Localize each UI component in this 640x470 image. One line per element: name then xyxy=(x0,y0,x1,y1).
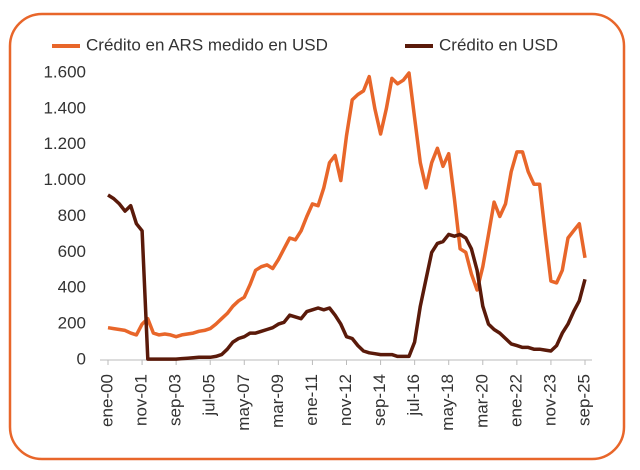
y-tick-label: 200 xyxy=(58,314,86,333)
x-tick-label: sep-03 xyxy=(166,374,185,426)
x-tick-label: ene-00 xyxy=(97,374,116,427)
series-line xyxy=(107,193,587,361)
x-tick-label: jul-05 xyxy=(200,374,219,417)
x-tick-label: nov-01 xyxy=(132,374,151,426)
x-tick-label: sep-25 xyxy=(574,374,593,426)
y-tick-label: 400 xyxy=(58,278,86,297)
y-tick-label: 0 xyxy=(77,349,86,368)
y-tick-label: 1.600 xyxy=(43,62,86,81)
x-tick-label: mar-09 xyxy=(268,374,287,428)
y-tick-label: 800 xyxy=(58,206,86,225)
y-tick-label: 1.000 xyxy=(43,170,86,189)
x-tick-label: ene-11 xyxy=(302,374,321,426)
y-tick-label: 600 xyxy=(58,242,86,261)
legend-label: Crédito en ARS medido en USD xyxy=(86,35,328,54)
x-tick-label: jul-16 xyxy=(404,374,423,417)
x-tick-label: may-18 xyxy=(438,374,457,431)
series-line xyxy=(107,71,587,339)
y-tick-label: 1.200 xyxy=(43,134,86,153)
legend-label: Crédito en USD xyxy=(439,35,558,54)
x-tick-label: nov-12 xyxy=(336,374,355,426)
frame xyxy=(8,12,626,461)
x-tick-label: ene-22 xyxy=(506,374,525,427)
x-tick-label: mar-20 xyxy=(472,374,491,428)
y-tick-label: 1.400 xyxy=(43,98,86,117)
x-tick-label: may-07 xyxy=(234,374,253,431)
x-tick-label: nov-23 xyxy=(540,374,559,426)
x-tick-label: sep-14 xyxy=(370,374,389,426)
